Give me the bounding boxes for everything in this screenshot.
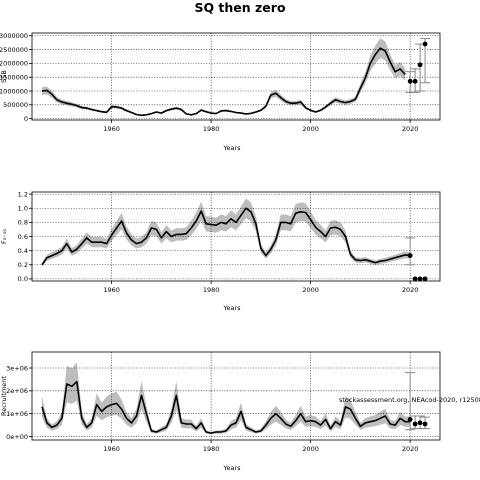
x-tick-label: 2000 (302, 125, 319, 133)
panel-recruitment: 1960 1980 2000 2020 0e+00 1e+06 2e+06 3e+06 Year… (0, 351, 441, 472)
y-axis-title: Recruitment (0, 376, 8, 416)
y-tick-label: 2500000 (0, 46, 28, 54)
y-tick-label: 1e+06 (6, 410, 28, 418)
x-axis-title: Years (222, 304, 241, 312)
series-line (41, 380, 411, 434)
x-tick-label: 1960 (103, 445, 120, 453)
confidence-band (42, 198, 411, 267)
forecast-point (417, 420, 423, 426)
y-tick-label: 2000000 (0, 60, 28, 68)
x-tick-label: 1980 (203, 445, 220, 453)
forecast-point (407, 417, 413, 422)
y-tick-label: 0.6 (18, 233, 28, 241)
y-tick-label: 1.2 (18, 190, 28, 198)
x-axis-title: Years (222, 144, 241, 152)
forecast-point (407, 253, 413, 258)
forecast-point (422, 276, 428, 282)
forecast-point (417, 276, 423, 282)
panel-ssb: 1960 1980 2000 2020 0 500000 1000000 1500000 200… (0, 32, 441, 152)
x-axis-title: Years (222, 464, 241, 472)
forecast-point (422, 41, 428, 47)
x-tick-label: 1960 (103, 125, 120, 133)
x-tick-label: 1980 (203, 125, 220, 133)
x-tick-label: 2020 (402, 125, 419, 133)
y-tick-label: 0.8 (18, 219, 28, 227)
forecast-point (412, 78, 418, 84)
y-tick-label: 1.0 (18, 205, 28, 213)
panel-fbar: 1960 1980 2000 2020 0.0 0.2 0.4 0.6 0.8 1.0 1.2 Yea… (0, 190, 441, 312)
x-tick-label: 2000 (302, 286, 319, 294)
y-tick-label: 3e+06 (6, 364, 28, 372)
source-annotation: stockassessment.org, NEAcod-2020, r12508… (339, 396, 480, 404)
x-tick-label: 1980 (203, 286, 220, 294)
forecast-point (412, 421, 418, 427)
confidence-band (42, 362, 411, 435)
series-line (41, 47, 406, 117)
y-tick-label: 1000000 (0, 87, 28, 95)
y-tick-label: 0 (24, 115, 28, 123)
y-axis-title: SSB (0, 70, 8, 83)
y-tick-label: 0.2 (18, 261, 28, 269)
series-line (41, 207, 411, 266)
forecast-point (407, 78, 413, 84)
confidence-band (42, 38, 406, 116)
forecast-point (422, 421, 428, 427)
y-tick-label: 0.0 (18, 275, 28, 283)
plot-frame (31, 351, 441, 441)
x-tick-label: 2020 (402, 445, 419, 453)
page-title: SQ then zero (194, 0, 286, 15)
y-tick-label: 0.4 (18, 247, 28, 255)
y-tick-label: 500000 (3, 101, 28, 109)
x-tick-label: 2020 (402, 286, 419, 294)
x-tick-label: 1960 (103, 286, 120, 294)
forecast-point (412, 276, 418, 282)
forecast-point (417, 62, 423, 68)
y-tick-label: 0e+00 (6, 433, 28, 441)
y-tick-label: 3000000 (0, 32, 28, 40)
plot-frame (31, 32, 441, 121)
y-tick-label: 1500000 (0, 73, 28, 81)
y-axis-title: F₅₋₁₀ (0, 229, 8, 244)
x-tick-label: 2000 (302, 445, 319, 453)
y-tick-label: 2e+06 (6, 387, 28, 395)
